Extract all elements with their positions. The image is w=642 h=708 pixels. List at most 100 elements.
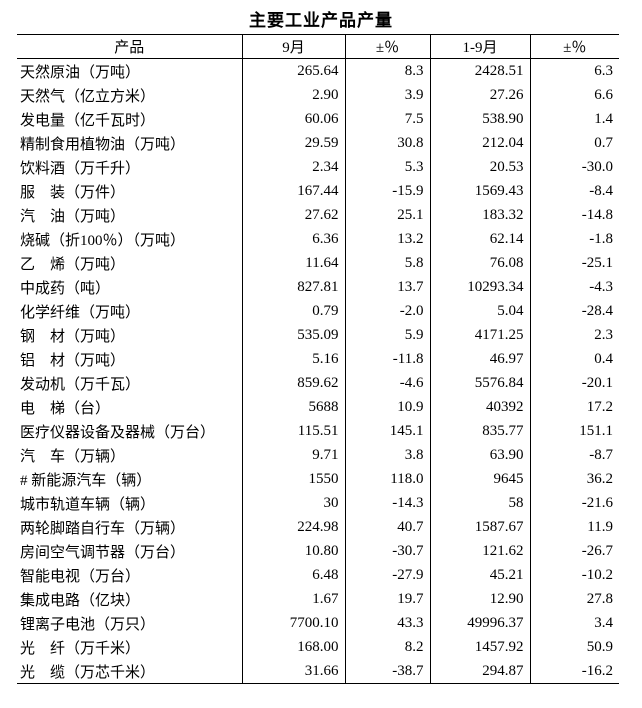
product-name-cell: 发动机（万千瓦） <box>20 376 141 393</box>
product-name-cell: 城市轨道车辆（辆） <box>20 496 156 513</box>
jan-sep-change-pct-cell: -30.0 <box>529 155 619 179</box>
jan-sep-change-pct-cell: -8.4 <box>529 179 619 203</box>
jan-sep-change-pct-cell: -20.1 <box>529 371 619 395</box>
september-value-cell: 27.62 <box>241 203 345 227</box>
september-change-pct-cell: 8.2 <box>344 635 430 659</box>
september-value-cell: 5.16 <box>241 347 345 371</box>
table-row: 光 纤（万千米） 168.00 8.2 1457.92 50.9 <box>17 635 619 659</box>
september-value-cell: 827.81 <box>241 275 345 299</box>
september-value-cell: 7700.10 <box>241 611 345 635</box>
table-row: 汽 油（万吨） 27.62 25.1 183.32 -14.8 <box>17 203 619 227</box>
product-name-cell: 光 缆（万芯千米） <box>20 664 156 681</box>
september-value-cell: 11.64 <box>241 251 345 275</box>
september-change-pct-cell: -30.7 <box>344 539 430 563</box>
jan-sep-change-pct-cell: 0.4 <box>529 347 619 371</box>
product-name-cell: 乙 烯（万吨） <box>20 256 126 273</box>
jan-sep-change-pct-cell: -1.8 <box>529 227 619 251</box>
jan-sep-value-cell: 121.62 <box>429 539 530 563</box>
product-name-cell: 汽 油（万吨） <box>20 208 126 225</box>
table-row: 钢 材（万吨） 535.09 5.9 4171.25 2.3 <box>17 323 619 347</box>
september-change-pct-cell: -38.7 <box>344 659 430 684</box>
september-change-pct-cell: -4.6 <box>344 371 430 395</box>
product-name-cell: 烧碱（折100％）（万吨） <box>20 232 186 249</box>
jan-sep-value-cell: 62.14 <box>429 227 530 251</box>
jan-sep-value-cell: 1457.92 <box>429 635 530 659</box>
table-row: 发电量（亿千瓦时） 60.06 7.5 538.90 1.4 <box>17 107 619 131</box>
september-value-cell: 10.80 <box>241 539 345 563</box>
table-row: 房间空气调节器（万台） 10.80 -30.7 121.62 -26.7 <box>17 539 619 563</box>
jan-sep-change-pct-cell: 6.3 <box>529 58 619 83</box>
jan-sep-change-pct-cell: -14.8 <box>529 203 619 227</box>
jan-sep-change-pct-cell: 2.3 <box>529 323 619 347</box>
jan-sep-value-cell: 40392 <box>429 395 530 419</box>
jan-sep-change-pct-cell: 11.9 <box>529 515 619 539</box>
product-name-cell: 化学纤维（万吨） <box>20 304 141 321</box>
september-change-pct-cell: 118.0 <box>344 467 430 491</box>
table-row: 铝 材（万吨） 5.16 -11.8 46.97 0.4 <box>17 347 619 371</box>
column-header-jan-sep: 1-9月 <box>429 34 530 59</box>
jan-sep-change-pct-cell: 50.9 <box>529 635 619 659</box>
jan-sep-value-cell: 10293.34 <box>429 275 530 299</box>
product-name-cell: 光 纤（万千米） <box>20 640 141 657</box>
jan-sep-change-pct-cell: 0.7 <box>529 131 619 155</box>
product-name-cell: 天然原油（万吨） <box>20 64 141 81</box>
september-value-cell: 30 <box>241 491 345 515</box>
column-header-jan-sep-change-pct: ±％ <box>529 34 619 59</box>
september-change-pct-cell: -2.0 <box>344 299 430 323</box>
jan-sep-change-pct-cell: -28.4 <box>529 299 619 323</box>
jan-sep-change-pct-cell: 1.4 <box>529 107 619 131</box>
jan-sep-value-cell: 12.90 <box>429 587 530 611</box>
table-row: 精制食用植物油（万吨） 29.59 30.8 212.04 0.7 <box>17 131 619 155</box>
jan-sep-change-pct-cell: 27.8 <box>529 587 619 611</box>
jan-sep-value-cell: 183.32 <box>429 203 530 227</box>
product-name-cell: 集成电路（亿块） <box>20 592 141 609</box>
jan-sep-value-cell: 212.04 <box>429 131 530 155</box>
september-change-pct-cell: 145.1 <box>344 419 430 443</box>
september-change-pct-cell: 13.7 <box>344 275 430 299</box>
september-change-pct-cell: 3.9 <box>344 83 430 107</box>
table-row: 服 装（万件） 167.44 -15.9 1569.43 -8.4 <box>17 179 619 203</box>
table-row: 集成电路（亿块） 1.67 19.7 12.90 27.8 <box>17 587 619 611</box>
product-name-cell: 天然气（亿立方米） <box>20 88 156 105</box>
table-row: 电 梯（台） 5688 10.9 40392 17.2 <box>17 395 619 419</box>
september-change-pct-cell: 8.3 <box>344 58 430 83</box>
jan-sep-change-pct-cell: -26.7 <box>529 539 619 563</box>
september-value-cell: 224.98 <box>241 515 345 539</box>
september-change-pct-cell: 3.8 <box>344 443 430 467</box>
product-name-cell: 铝 材（万吨） <box>20 352 126 369</box>
product-name-cell: 精制食用植物油（万吨） <box>20 136 186 153</box>
september-value-cell: 31.66 <box>241 659 345 684</box>
table-header: 产品 9月 ±％ 1-9月 ±％ <box>17 34 619 59</box>
september-change-pct-cell: -27.9 <box>344 563 430 587</box>
september-change-pct-cell: 25.1 <box>344 203 430 227</box>
september-change-pct-cell: 5.9 <box>344 323 430 347</box>
table-row: 天然原油（万吨） 265.64 8.3 2428.51 6.3 <box>17 58 619 83</box>
jan-sep-value-cell: 46.97 <box>429 347 530 371</box>
jan-sep-value-cell: 1569.43 <box>429 179 530 203</box>
jan-sep-value-cell: 76.08 <box>429 251 530 275</box>
september-value-cell: 1550 <box>241 467 345 491</box>
jan-sep-value-cell: 45.21 <box>429 563 530 587</box>
jan-sep-value-cell: 538.90 <box>429 107 530 131</box>
september-value-cell: 6.36 <box>241 227 345 251</box>
table-row: 智能电视（万台） 6.48 -27.9 45.21 -10.2 <box>17 563 619 587</box>
table-row: 中成药（吨） 827.81 13.7 10293.34 -4.3 <box>17 275 619 299</box>
jan-sep-change-pct-cell: 3.4 <box>529 611 619 635</box>
september-value-cell: 60.06 <box>241 107 345 131</box>
table-row: 医疗仪器设备及器械（万台） 115.51 145.1 835.77 151.1 <box>17 419 619 443</box>
table-row: 乙 烯（万吨） 11.64 5.8 76.08 -25.1 <box>17 251 619 275</box>
september-value-cell: 265.64 <box>241 58 345 83</box>
jan-sep-value-cell: 294.87 <box>429 659 530 684</box>
table-row: 汽 车（万辆） 9.71 3.8 63.90 -8.7 <box>17 443 619 467</box>
september-change-pct-cell: 10.9 <box>344 395 430 419</box>
product-name-cell: 中成药（吨） <box>20 280 111 297</box>
jan-sep-change-pct-cell: -25.1 <box>529 251 619 275</box>
september-change-pct-cell: 43.3 <box>344 611 430 635</box>
september-value-cell: 115.51 <box>241 419 345 443</box>
jan-sep-value-cell: 49996.37 <box>429 611 530 635</box>
jan-sep-change-pct-cell: -16.2 <box>529 659 619 684</box>
product-name-cell: 电 梯（台） <box>20 400 111 417</box>
table-row: 饮料酒（万千升） 2.34 5.3 20.53 -30.0 <box>17 155 619 179</box>
product-name-cell: 两轮脚踏自行车（万辆） <box>20 520 186 537</box>
